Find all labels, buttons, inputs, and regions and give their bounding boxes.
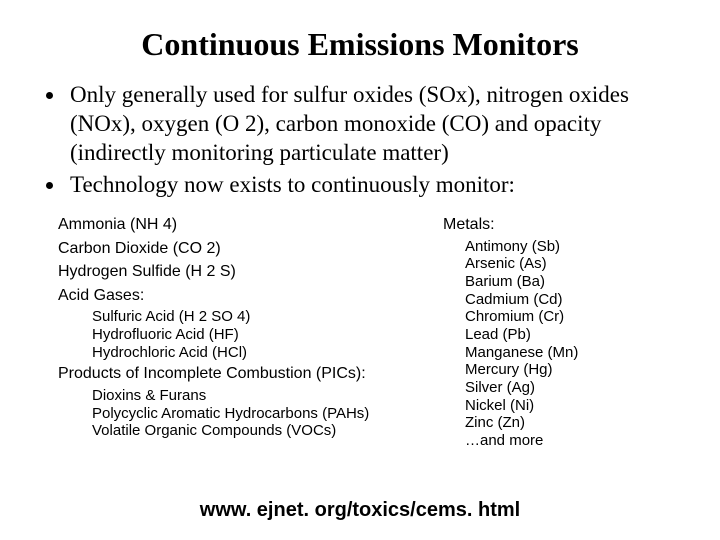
list-item: Polycyclic Aromatic Hydrocarbons (PAHs) bbox=[92, 405, 443, 423]
left-column: Ammonia (NH 4) Carbon Dioxide (CO 2) Hyd… bbox=[58, 212, 443, 450]
list-item: …and more bbox=[465, 432, 680, 450]
metals-head: Metals: bbox=[443, 214, 680, 236]
list-item-h2s: Hydrogen Sulfide (H 2 S) bbox=[58, 261, 443, 283]
list-item: Sulfuric Acid (H 2 SO 4) bbox=[92, 308, 443, 326]
list-item: Lead (Pb) bbox=[465, 326, 680, 344]
list-item: Silver (Ag) bbox=[465, 379, 680, 397]
list-item: Dioxins & Furans bbox=[92, 387, 443, 405]
list-item-co2: Carbon Dioxide (CO 2) bbox=[58, 238, 443, 260]
list-item: Manganese (Mn) bbox=[465, 344, 680, 362]
list-item: Zinc (Zn) bbox=[465, 414, 680, 432]
right-column: Metals: Antimony (Sb) Arsenic (As) Bariu… bbox=[443, 212, 680, 450]
bullet-list: Only generally used for sulfur oxides (S… bbox=[40, 81, 680, 200]
acid-gases-list: Sulfuric Acid (H 2 SO 4) Hydrofluoric Ac… bbox=[92, 308, 443, 361]
pics-list: Dioxins & Furans Polycyclic Aromatic Hyd… bbox=[92, 387, 443, 440]
list-item: Volatile Organic Compounds (VOCs) bbox=[92, 422, 443, 440]
list-item: Arsenic (As) bbox=[465, 255, 680, 273]
metals-list: Antimony (Sb) Arsenic (As) Barium (Ba) C… bbox=[465, 238, 680, 450]
list-item-ammonia: Ammonia (NH 4) bbox=[58, 214, 443, 236]
columns: Ammonia (NH 4) Carbon Dioxide (CO 2) Hyd… bbox=[58, 212, 680, 450]
pics-head: Products of Incomplete Combustion (PICs)… bbox=[58, 363, 443, 385]
bullet-item: Technology now exists to continuously mo… bbox=[66, 171, 680, 200]
footer-url: www. ejnet. org/toxics/cems. html bbox=[0, 499, 720, 522]
list-item: Mercury (Hg) bbox=[465, 361, 680, 379]
slide-title: Continuous Emissions Monitors bbox=[40, 26, 680, 63]
acid-gases-head: Acid Gases: bbox=[58, 285, 443, 307]
list-item: Nickel (Ni) bbox=[465, 397, 680, 415]
list-item: Cadmium (Cd) bbox=[465, 291, 680, 309]
slide: Continuous Emissions Monitors Only gener… bbox=[0, 0, 720, 540]
bullet-item: Only generally used for sulfur oxides (S… bbox=[66, 81, 680, 167]
list-item: Hydrochloric Acid (HCl) bbox=[92, 344, 443, 362]
list-item: Hydrofluoric Acid (HF) bbox=[92, 326, 443, 344]
list-item: Barium (Ba) bbox=[465, 273, 680, 291]
list-item: Chromium (Cr) bbox=[465, 308, 680, 326]
list-item: Antimony (Sb) bbox=[465, 238, 680, 256]
